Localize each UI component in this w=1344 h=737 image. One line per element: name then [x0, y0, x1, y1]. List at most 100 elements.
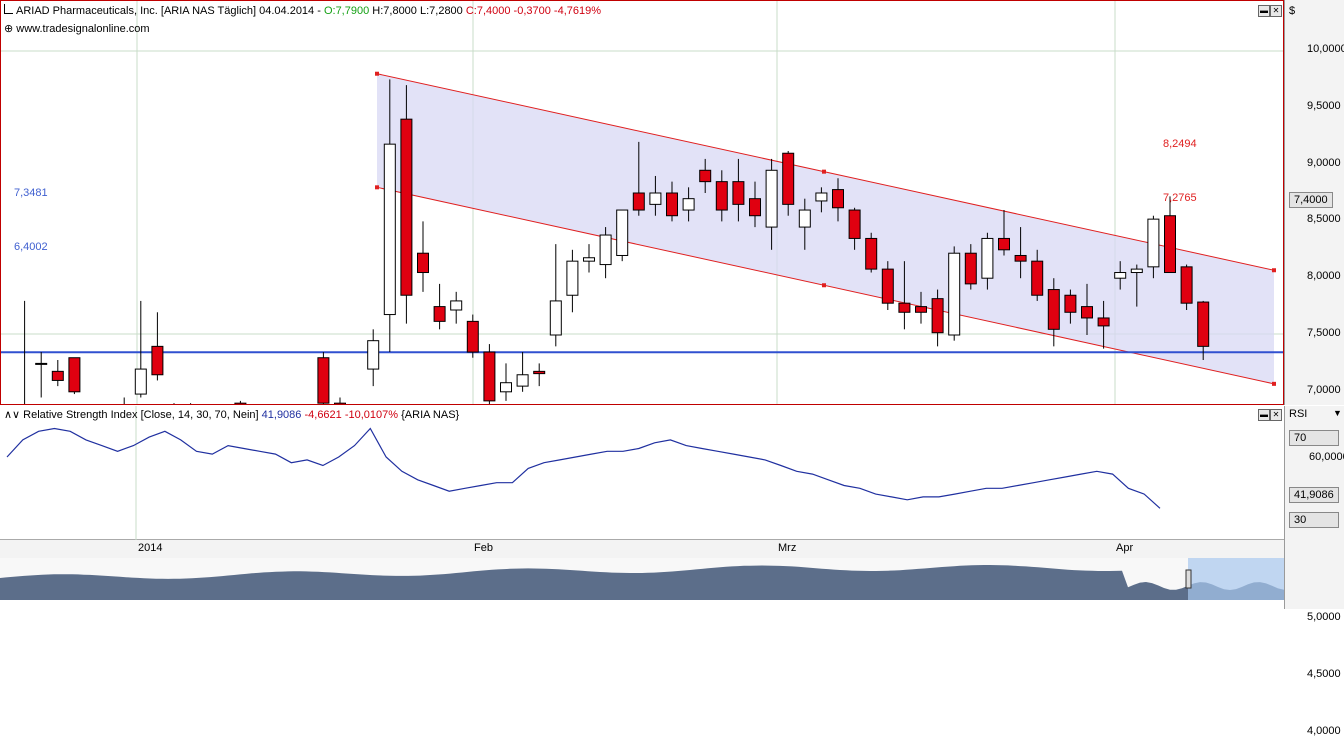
- candle-body: [466, 320, 479, 353]
- candle-body: [649, 192, 662, 205]
- minimize-pane-button[interactable]: ▬: [1258, 5, 1270, 17]
- price-tick: 4,5000: [1307, 667, 1341, 680]
- navigator-right-panel: [1284, 540, 1344, 609]
- candle-body: [533, 370, 546, 375]
- rsi-line: [6, 427, 1161, 509]
- candle: [1114, 261, 1127, 290]
- price-tick: 7,0000: [1307, 383, 1341, 396]
- last-price-tag: 7,4000: [1289, 192, 1333, 208]
- rsi-pane[interactable]: [0, 406, 1284, 540]
- candle-body: [749, 198, 761, 217]
- candle: [151, 312, 164, 381]
- candle-body: [400, 118, 413, 296]
- chart-header: ARIAD Pharmaceuticals, Inc. [ARIA NAS Tä…: [4, 4, 601, 17]
- candle-body: [1064, 294, 1077, 313]
- navigator-handle: [1185, 569, 1192, 589]
- candle: [190, 403, 192, 404]
- time-label-apr: Apr: [1116, 542, 1134, 554]
- candle-body: [583, 257, 595, 262]
- candle: [765, 158, 778, 250]
- candle-body: [1081, 306, 1093, 319]
- header-high: H:7,8000: [369, 5, 417, 17]
- candle-body: [881, 268, 894, 304]
- header-open: O:7,7900: [323, 5, 370, 17]
- rsi-chart[interactable]: [0, 406, 1284, 540]
- candle: [981, 232, 994, 290]
- candle: [915, 291, 927, 324]
- rsi-last-tag: 41,9086: [1289, 487, 1339, 503]
- rsi-minimize-button[interactable]: ▬: [1258, 409, 1270, 421]
- candle-body: [898, 302, 911, 313]
- close-pane-button[interactable]: ✕: [1270, 5, 1282, 17]
- channel-top-label: 8,2494: [1163, 138, 1197, 150]
- candle: [1014, 227, 1027, 279]
- candle-body: [666, 192, 678, 217]
- candle-body: [632, 192, 645, 211]
- rsi-tick-60: 60,0000: [1309, 451, 1344, 463]
- price-tick: 8,0000: [1307, 270, 1341, 283]
- navigator-area: [0, 565, 1284, 600]
- candle-body: [832, 189, 844, 209]
- candle: [51, 359, 64, 387]
- price-chart[interactable]: [1, 1, 1283, 404]
- channel-anchor-point: [375, 71, 379, 76]
- price-tick: 7,5000: [1307, 327, 1341, 339]
- candle: [317, 352, 330, 404]
- candle: [417, 221, 429, 292]
- candle: [632, 141, 645, 216]
- channel-anchor-point: [1272, 268, 1276, 273]
- rsi-upper-tag: 70: [1289, 430, 1339, 446]
- candle-body: [981, 237, 994, 279]
- price-tick: 8,5000: [1307, 213, 1341, 226]
- candle-body: [51, 370, 64, 381]
- candle-body: [549, 300, 562, 336]
- candle-body: [616, 209, 629, 256]
- candle-body: [417, 252, 429, 274]
- candle-body: [334, 402, 346, 404]
- header-change: -0,3700 -4,7619%: [510, 5, 602, 17]
- support-high-label: 7,3481: [14, 187, 48, 199]
- candle-body: [566, 260, 579, 296]
- candle-body: [765, 169, 778, 228]
- candle: [898, 261, 911, 330]
- candle: [865, 232, 878, 273]
- channel-anchor-point: [375, 185, 379, 190]
- candle-body: [1031, 260, 1044, 296]
- candle-body: [367, 340, 380, 370]
- header-low: L:7,2800: [416, 5, 463, 17]
- candle: [782, 150, 795, 216]
- candle: [334, 397, 346, 404]
- rsi-axis-label: RSI: [1289, 408, 1308, 420]
- navigator-overview: [0, 558, 1284, 600]
- candle: [1197, 300, 1210, 360]
- currency-label: $: [1289, 5, 1296, 17]
- candle: [682, 187, 695, 222]
- candle-body: [998, 237, 1010, 251]
- navigator[interactable]: [0, 558, 1284, 600]
- candle: [516, 352, 529, 392]
- channel-anchor-point: [822, 283, 826, 288]
- source-link[interactable]: ⊕ www.tradesignalonline.com: [4, 23, 150, 35]
- price-pane[interactable]: [0, 0, 1284, 405]
- candle: [1130, 264, 1143, 307]
- candle: [1180, 264, 1193, 311]
- candle: [400, 85, 413, 324]
- header-name: ARIAD Pharmaceuticals, Inc. [ARIA NAS Tä…: [16, 5, 324, 17]
- candle-body: [798, 209, 811, 228]
- candle: [1064, 289, 1077, 324]
- time-axis[interactable]: [0, 540, 1284, 559]
- candle: [666, 181, 678, 222]
- rsi-icon: ∧∨: [4, 409, 24, 421]
- candle: [134, 300, 147, 398]
- candle-body: [1164, 215, 1176, 274]
- candle: [798, 198, 811, 250]
- channel-bottom-label: 7,2765: [1163, 192, 1197, 204]
- candle: [234, 400, 247, 404]
- price-tick: 10,0000: [1307, 43, 1344, 55]
- support-low-label: 6,4002: [14, 241, 48, 253]
- rsi-dropdown-icon[interactable]: ▼: [1333, 408, 1342, 418]
- candle-body: [500, 382, 512, 393]
- candle: [566, 249, 579, 313]
- rsi-close-button[interactable]: ✕: [1270, 409, 1282, 421]
- candle-body: [682, 198, 695, 211]
